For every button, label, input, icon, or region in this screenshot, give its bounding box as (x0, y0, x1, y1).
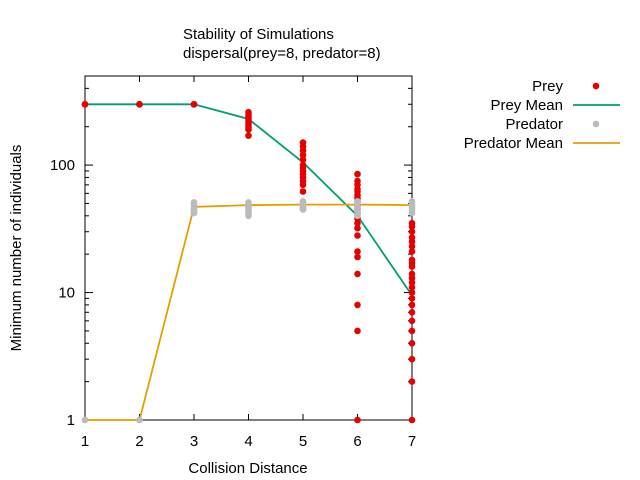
legend-label-prey-mean: Prey Mean (490, 97, 563, 114)
prey-point-54 (408, 223, 416, 230)
x-tick-label-3: 4 (244, 433, 252, 450)
prey-point-67 (408, 289, 416, 296)
prey-point-72 (408, 327, 416, 335)
predator-point-9 (190, 209, 198, 217)
legend-label-predator: Predator (505, 116, 563, 133)
x-tick-label-4: 5 (299, 433, 307, 450)
prey-point-73 (408, 340, 416, 347)
x-tick-label-1: 2 (135, 433, 143, 450)
y-axis-label: Minimum number of individuals (8, 145, 25, 352)
predator-point-18 (245, 212, 252, 220)
x-axis-label: Collision Distance (188, 460, 307, 477)
prey-point-8 (190, 101, 198, 108)
prey-point-29 (299, 181, 307, 189)
legend-swatch-predator (592, 120, 600, 128)
predator-point-0 (81, 416, 89, 424)
x-tick-label-6: 7 (408, 433, 416, 450)
prey-point-30 (299, 188, 307, 195)
prey-point-17 (245, 132, 252, 139)
legend-swatch-prey (592, 82, 600, 90)
x-tick-label-0: 1 (81, 433, 89, 450)
predator-point-34 (354, 212, 361, 220)
y-tick-label-0: 1 (67, 412, 75, 429)
prey-point-57 (408, 238, 416, 246)
prey-point-50 (354, 301, 361, 309)
predator-mean-layer (85, 203, 413, 421)
prey-point-68 (408, 295, 416, 302)
predator-point-1 (136, 416, 143, 424)
prey-points-layer (81, 101, 416, 424)
prey-point-2 (81, 101, 89, 108)
prey-point-59 (408, 248, 416, 255)
legend: Prey Prey Mean Predator Predator Mean (464, 78, 620, 152)
prey-point-52 (354, 416, 361, 424)
x-tick-label-5: 6 (353, 433, 361, 450)
prey-point-45 (354, 224, 361, 232)
legend-label-prey: Prey (532, 78, 563, 95)
prey-point-49 (354, 270, 361, 278)
prey-point-22 (299, 156, 307, 164)
y-tick-label-2: 100 (50, 157, 75, 174)
x-tick-label-2: 3 (190, 433, 198, 450)
legend-label-predator-mean: Predator Mean (464, 135, 563, 152)
prey-point-76 (408, 416, 416, 424)
prey-point-5 (136, 101, 143, 108)
prey-point-21 (299, 151, 307, 159)
axis-ticks: 1 2 3 4 5 6 7 1 10 100 (50, 75, 416, 450)
prey-point-48 (354, 253, 361, 261)
prey-point-44 (354, 219, 361, 227)
predator-point-40 (408, 209, 416, 217)
prey-point-65 (408, 279, 416, 286)
prey-point-32 (354, 170, 361, 178)
chart-title-line-2: dispersal(prey=8, predator=8) (183, 45, 381, 62)
prey-point-70 (408, 309, 416, 316)
prey-point-47 (354, 248, 361, 255)
prey-point-62 (408, 263, 416, 270)
prey-point-46 (354, 232, 361, 239)
prey-point-71 (408, 317, 416, 325)
prey-point-69 (408, 301, 416, 309)
predator-mean-line (85, 203, 413, 421)
y-tick-label-1: 10 (58, 285, 75, 302)
prey-point-16 (245, 126, 252, 133)
prey-point-55 (408, 228, 416, 235)
prey-point-74 (408, 355, 416, 363)
prey-point-51 (354, 327, 361, 335)
prey-point-66 (408, 284, 416, 291)
chart-title-line-1: Stability of Simulations (183, 26, 334, 43)
prey-point-58 (408, 243, 416, 250)
prey-point-75 (408, 378, 416, 385)
predator-points-layer (81, 198, 416, 424)
predator-point-26 (299, 206, 307, 213)
